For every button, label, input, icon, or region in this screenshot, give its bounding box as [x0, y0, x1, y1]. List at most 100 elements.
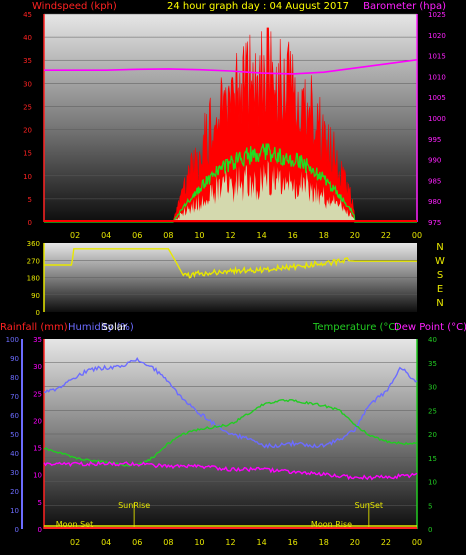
- sunrise-label: SunRise: [118, 501, 150, 510]
- baro-y-tick-label: 1025: [428, 11, 446, 19]
- lower-y-tick-label: 15: [33, 445, 42, 453]
- temperature-y-tick-label: 5: [428, 502, 432, 510]
- humidity-y-tick-label: 50: [10, 431, 19, 439]
- lower-y-tick-label: 0: [38, 526, 42, 534]
- baro-y-tick-label: 980: [428, 198, 441, 206]
- hour-tick-label: 18: [319, 538, 329, 547]
- compass-label: N: [436, 298, 443, 309]
- temperature-y-tick-label: 30: [428, 384, 437, 392]
- humidity-label: Humidity (%): [68, 322, 134, 333]
- panel1-right-title: Barometer (hpa): [363, 1, 446, 12]
- humidity-y-tick-label: 80: [10, 374, 19, 382]
- wind-direction-series: [44, 248, 417, 279]
- rainfall-label: Rainfall (mm): [0, 322, 68, 333]
- baro-y-tick-label: 1000: [428, 115, 446, 123]
- hour-tick-label: 02: [70, 538, 80, 547]
- baro-y-tick-label: 995: [428, 136, 441, 144]
- hour-tick-label: 20: [350, 231, 360, 240]
- dewpoint-series: [43, 460, 418, 481]
- lower-y-tick-label: 25: [33, 390, 42, 398]
- hour-tick-label: 04: [101, 231, 111, 240]
- lower-y-tick-label: 30: [33, 363, 42, 371]
- hour-tick-label: 10: [194, 538, 204, 547]
- humidity-y-tick-label: 0: [15, 526, 19, 534]
- baro-y-tick-label: 975: [428, 219, 441, 227]
- hour-tick-label: 00: [412, 538, 422, 547]
- hour-tick-label: 08: [163, 538, 173, 547]
- wind-y-tick-label: 0: [28, 219, 32, 227]
- wind-low-series: [44, 160, 417, 222]
- hour-tick-label: 16: [288, 231, 298, 240]
- humidity-y-tick-label: 90: [10, 355, 19, 363]
- temperature-label: Temperature (°C): [312, 322, 399, 333]
- humidity-y-tick-label: 100: [6, 336, 19, 344]
- temperature-y-tick-label: 35: [428, 360, 437, 368]
- panel1-left-title: Windspeed (kph): [32, 1, 117, 12]
- direction-y-tick-label: 270: [27, 257, 40, 265]
- solar-label: Solar: [102, 322, 128, 333]
- moonrise-label: Moon Rise: [311, 520, 352, 529]
- hour-tick-label: 06: [132, 231, 142, 240]
- baro-y-tick-label: 985: [428, 177, 441, 185]
- baro-y-tick-label: 990: [428, 157, 441, 165]
- compass-label: S: [437, 270, 443, 281]
- hour-tick-label: 12: [225, 538, 235, 547]
- hour-tick-label: 18: [319, 231, 329, 240]
- compass-label: W: [435, 256, 445, 267]
- compass-label: N: [436, 242, 443, 253]
- hour-tick-label: 14: [256, 538, 266, 547]
- hour-tick-label: 22: [381, 231, 391, 240]
- humidity-y-tick-label: 70: [10, 393, 19, 401]
- baro-y-tick-label: 1015: [428, 53, 446, 61]
- wind-y-tick-label: 20: [23, 127, 32, 135]
- hour-tick-label: 04: [101, 538, 111, 547]
- temperature-y-tick-label: 40: [428, 336, 437, 344]
- wind-y-tick-label: 15: [23, 150, 32, 158]
- wind-y-tick-label: 25: [23, 103, 32, 111]
- dewpoint-label: Dew Point (°C): [394, 322, 466, 333]
- wind-y-tick-label: 30: [23, 80, 32, 88]
- temperature-series: [43, 398, 418, 467]
- wind-y-tick-label: 10: [23, 173, 32, 181]
- humidity-y-tick-label: 60: [10, 412, 19, 420]
- hour-tick-label: 16: [288, 538, 298, 547]
- direction-y-tick-label: 180: [27, 275, 40, 283]
- wind-y-tick-label: 5: [28, 196, 32, 204]
- hour-tick-label: 20: [350, 538, 360, 547]
- chart-title: 24 hour graph day : 04 August 2017: [167, 1, 349, 12]
- lower-y-tick-label: 20: [33, 417, 42, 425]
- baro-y-tick-label: 1020: [428, 32, 446, 40]
- humidity-y-tick-label: 30: [10, 469, 19, 477]
- moonset-label: Moon Set: [56, 520, 93, 529]
- hour-tick-label: 02: [70, 231, 80, 240]
- temperature-y-tick-label: 25: [428, 407, 437, 415]
- direction-y-tick-label: 360: [27, 240, 40, 248]
- lower-y-tick-label: 5: [38, 499, 42, 507]
- temperature-y-tick-label: 0: [428, 526, 432, 534]
- temperature-y-tick-label: 15: [428, 455, 437, 463]
- lower-y-tick-label: 10: [33, 472, 42, 480]
- humidity-series: [43, 357, 418, 449]
- barometer-series: [44, 59, 418, 75]
- wind-y-tick-label: 45: [23, 11, 32, 19]
- direction-y-tick-label: 90: [31, 292, 40, 300]
- baro-y-tick-label: 1010: [428, 73, 446, 81]
- wind-y-tick-label: 40: [23, 34, 32, 42]
- hour-tick-label: 22: [381, 538, 391, 547]
- hour-tick-label: 00: [412, 231, 422, 240]
- temperature-y-tick-label: 20: [428, 431, 437, 439]
- hour-tick-label: 14: [256, 231, 266, 240]
- hour-tick-label: 10: [194, 231, 204, 240]
- baro-y-tick-label: 1005: [428, 94, 446, 102]
- temperature-y-tick-label: 10: [428, 479, 437, 487]
- humidity-y-tick-label: 40: [10, 450, 19, 458]
- compass-label: E: [437, 284, 443, 295]
- sunset-label: SunSet: [355, 501, 383, 510]
- humidity-y-tick-label: 20: [10, 488, 19, 496]
- humidity-y-tick-label: 10: [10, 507, 19, 515]
- direction-y-tick-label: 0: [36, 309, 40, 317]
- wind-y-tick-label: 35: [23, 57, 32, 65]
- hour-tick-label: 08: [163, 231, 173, 240]
